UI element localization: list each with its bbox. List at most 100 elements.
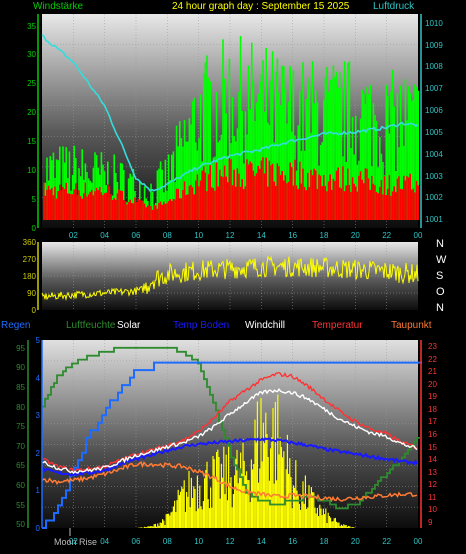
wind-avg-bar [219, 169, 221, 220]
wind-gust-bar [57, 160, 59, 220]
solar-bar [202, 501, 204, 528]
wind-avg-bar [175, 188, 178, 220]
wind-gust-bar [204, 62, 207, 220]
pressure-tick-label: 1005 [425, 127, 443, 137]
solar-bar [307, 507, 309, 528]
wind-avg-bar [244, 186, 247, 220]
solar-bar [204, 478, 206, 528]
wind-gust-bar [199, 94, 202, 220]
wind-avg-bar [212, 187, 215, 220]
wind-gust-bar [190, 124, 192, 220]
solar-bar [232, 494, 234, 528]
solar-bar [174, 500, 176, 528]
wind-gust-bar [164, 159, 167, 220]
wind-avg-bar [63, 188, 66, 220]
wind-avg-bar [303, 186, 306, 220]
wind-x-tick-label: 20 [350, 231, 360, 240]
solar-bar [266, 434, 268, 528]
solar-bar [152, 526, 154, 528]
wind-avg-bar [140, 200, 143, 220]
wind-avg-bar [379, 186, 381, 220]
wind-tick-label: 20 [27, 108, 36, 118]
wind-gust-bar [292, 70, 295, 220]
lower-x-tick-label: 00 [413, 537, 423, 546]
solar-bar [284, 503, 286, 528]
solar-bar [313, 492, 315, 528]
temperature-series [41, 371, 418, 473]
humidity-tick-label: 50 [16, 520, 25, 530]
solar-bar [339, 526, 341, 528]
wind-avg-bar [382, 194, 384, 220]
wind-gust-bar [273, 142, 275, 220]
pressure-tick-label: 1001 [425, 215, 443, 225]
wind-gust-bar [235, 141, 237, 220]
solar-bar [206, 461, 208, 528]
solar-bar [153, 524, 155, 528]
wind-gust-bar [193, 97, 195, 220]
wind-gust-bar [289, 66, 291, 220]
wind-avg-bar [287, 181, 290, 220]
solar-bar [294, 487, 296, 528]
solar-bar [291, 508, 293, 528]
wind-gust-bar [267, 122, 269, 220]
wind-avg-bar [95, 187, 98, 220]
wind-avg-bar [108, 186, 111, 220]
wind-gust-bar [401, 123, 403, 220]
solar-bar [321, 515, 323, 528]
wind-gust-bar [206, 55, 208, 220]
wind-avg-bar [180, 198, 183, 220]
solar-bar [224, 494, 226, 528]
solar-bar [229, 482, 231, 528]
solar-bar [316, 507, 318, 528]
wind-gust-bar [350, 148, 352, 220]
solar-bar [187, 496, 189, 528]
wind-avg-bar [315, 170, 317, 220]
wind-avg-bar [84, 182, 87, 220]
compass-label: S [436, 270, 444, 282]
wind-avg-bar [123, 200, 125, 220]
wind-avg-bar [393, 186, 395, 220]
solar-bar [241, 473, 243, 528]
wind-avg-bar [233, 169, 235, 220]
wind-avg-bar [86, 196, 88, 220]
solar-bar [312, 492, 314, 528]
solar-bar [163, 520, 165, 528]
wind-avg-bar [334, 180, 336, 220]
legend-windchill: Windchill [245, 320, 286, 331]
wind-avg-bar [403, 175, 405, 220]
wind-tick-label: 35 [27, 21, 36, 31]
wind-x-tick-label: 14 [256, 231, 266, 240]
solar-bar [213, 459, 215, 528]
wind-avg-bar [255, 173, 258, 220]
wind-gust-bar [329, 80, 331, 220]
solar-bar [166, 513, 168, 528]
wind-avg-bar [406, 176, 408, 220]
humidity-tick-label: 95 [16, 343, 25, 353]
wind-avg-bar [158, 202, 160, 220]
wind-avg-bar [111, 199, 114, 220]
wind-avg-bar [300, 183, 303, 220]
wind-avg-bar [366, 168, 368, 220]
wind-avg-bar [107, 184, 109, 220]
wind-gust-bar [297, 125, 299, 220]
solar-bar [223, 446, 225, 528]
wind-avg-bar [94, 191, 96, 220]
temp-tick-label: 20 [428, 379, 437, 389]
wind-avg-bar [276, 163, 279, 220]
rain-tick-label: 0 [35, 524, 40, 533]
wind-avg-bar [359, 171, 362, 220]
wind-avg-bar [129, 199, 131, 220]
wind-avg-bar [351, 177, 354, 220]
wind-gust-bar [326, 67, 328, 220]
wind-tick-label: 25 [27, 79, 36, 89]
solar-bar [328, 516, 330, 528]
wind-avg-bar [57, 190, 59, 220]
wind-gust-bar [182, 146, 184, 220]
wind-avg-bar [283, 180, 285, 220]
temp-tick-label: 12 [428, 480, 437, 490]
wind-gust-bar [215, 92, 218, 220]
solar-bar [238, 470, 240, 528]
wind-avg-bar [313, 168, 315, 220]
solar-bar [260, 397, 262, 528]
wind-gust-bar [313, 103, 315, 220]
